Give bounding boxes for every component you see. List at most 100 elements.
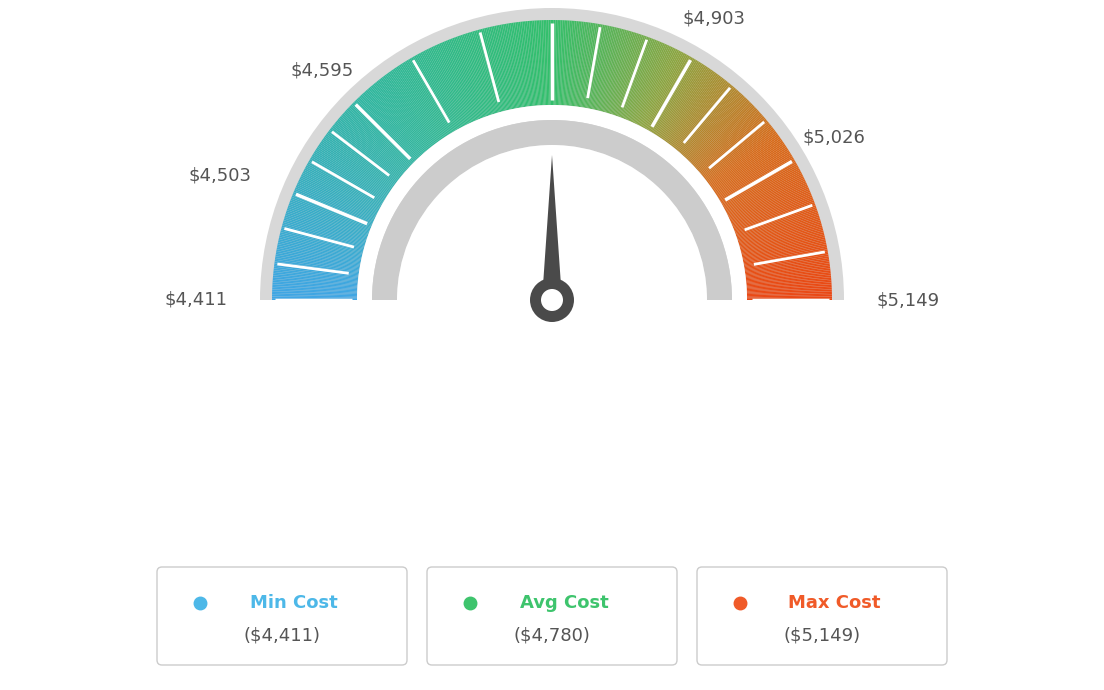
Wedge shape xyxy=(707,130,775,182)
Wedge shape xyxy=(712,139,783,189)
Wedge shape xyxy=(482,28,505,111)
Wedge shape xyxy=(305,167,381,208)
Wedge shape xyxy=(477,30,501,112)
Wedge shape xyxy=(546,20,550,105)
Wedge shape xyxy=(339,117,404,174)
Wedge shape xyxy=(272,297,357,299)
Wedge shape xyxy=(732,194,811,227)
Wedge shape xyxy=(382,77,435,145)
Wedge shape xyxy=(296,186,374,221)
Wedge shape xyxy=(510,23,524,107)
Wedge shape xyxy=(436,44,473,123)
Wedge shape xyxy=(322,138,393,188)
Wedge shape xyxy=(734,200,815,232)
Wedge shape xyxy=(634,46,671,124)
Wedge shape xyxy=(745,263,830,275)
Wedge shape xyxy=(319,143,391,191)
Wedge shape xyxy=(609,32,637,114)
Circle shape xyxy=(541,289,563,311)
Wedge shape xyxy=(353,102,414,163)
Wedge shape xyxy=(498,25,516,109)
Wedge shape xyxy=(567,21,576,106)
Wedge shape xyxy=(705,127,773,181)
Wedge shape xyxy=(622,39,654,118)
Wedge shape xyxy=(716,150,789,197)
Text: ($5,149): ($5,149) xyxy=(784,627,860,644)
Wedge shape xyxy=(488,27,508,110)
Wedge shape xyxy=(531,21,539,106)
Wedge shape xyxy=(646,55,689,130)
Wedge shape xyxy=(332,126,400,179)
Wedge shape xyxy=(280,228,363,252)
Wedge shape xyxy=(432,47,469,124)
Wedge shape xyxy=(743,241,826,260)
Wedge shape xyxy=(744,248,827,265)
Wedge shape xyxy=(682,91,740,155)
Wedge shape xyxy=(746,286,831,291)
Wedge shape xyxy=(645,54,687,129)
Wedge shape xyxy=(615,34,644,116)
Wedge shape xyxy=(459,35,488,116)
Wedge shape xyxy=(652,60,698,133)
Wedge shape xyxy=(294,190,372,225)
Wedge shape xyxy=(393,68,443,139)
Wedge shape xyxy=(287,207,368,236)
Wedge shape xyxy=(690,102,751,163)
Wedge shape xyxy=(437,43,474,122)
Wedge shape xyxy=(747,291,832,295)
Wedge shape xyxy=(273,281,358,288)
Wedge shape xyxy=(635,47,672,124)
Wedge shape xyxy=(684,95,744,158)
Wedge shape xyxy=(675,82,729,149)
Wedge shape xyxy=(308,162,382,205)
Wedge shape xyxy=(743,242,827,261)
Wedge shape xyxy=(388,72,438,142)
Wedge shape xyxy=(746,288,831,293)
Wedge shape xyxy=(734,202,815,233)
Wedge shape xyxy=(740,224,821,248)
Wedge shape xyxy=(283,220,365,246)
Wedge shape xyxy=(403,61,449,135)
Text: $5,149: $5,149 xyxy=(877,291,941,309)
Wedge shape xyxy=(746,274,831,283)
Wedge shape xyxy=(286,210,368,239)
Wedge shape xyxy=(291,195,371,228)
Wedge shape xyxy=(325,135,394,186)
Wedge shape xyxy=(607,32,634,113)
Wedge shape xyxy=(570,21,578,106)
Wedge shape xyxy=(460,34,489,116)
Wedge shape xyxy=(670,78,723,146)
Wedge shape xyxy=(592,26,612,110)
Wedge shape xyxy=(619,37,650,117)
Wedge shape xyxy=(716,148,788,195)
Wedge shape xyxy=(379,79,433,147)
Wedge shape xyxy=(708,131,776,184)
Text: $4,503: $4,503 xyxy=(189,167,252,185)
Wedge shape xyxy=(396,66,445,138)
Wedge shape xyxy=(474,30,499,112)
Wedge shape xyxy=(314,152,386,197)
Wedge shape xyxy=(312,155,385,199)
Wedge shape xyxy=(744,251,828,267)
Wedge shape xyxy=(326,134,395,186)
Wedge shape xyxy=(732,190,810,225)
Wedge shape xyxy=(316,148,388,195)
Wedge shape xyxy=(433,46,470,124)
Wedge shape xyxy=(392,70,442,140)
Wedge shape xyxy=(709,132,777,184)
Wedge shape xyxy=(667,73,718,143)
Wedge shape xyxy=(384,75,436,144)
Wedge shape xyxy=(359,96,418,159)
Wedge shape xyxy=(386,73,437,143)
Wedge shape xyxy=(734,199,814,230)
Wedge shape xyxy=(745,262,829,275)
Wedge shape xyxy=(402,63,448,135)
Wedge shape xyxy=(603,30,627,112)
Wedge shape xyxy=(735,204,816,234)
Wedge shape xyxy=(671,79,725,147)
Wedge shape xyxy=(528,21,537,106)
Wedge shape xyxy=(411,57,455,132)
Wedge shape xyxy=(606,31,631,113)
Wedge shape xyxy=(454,37,485,117)
Text: Avg Cost: Avg Cost xyxy=(520,594,608,612)
